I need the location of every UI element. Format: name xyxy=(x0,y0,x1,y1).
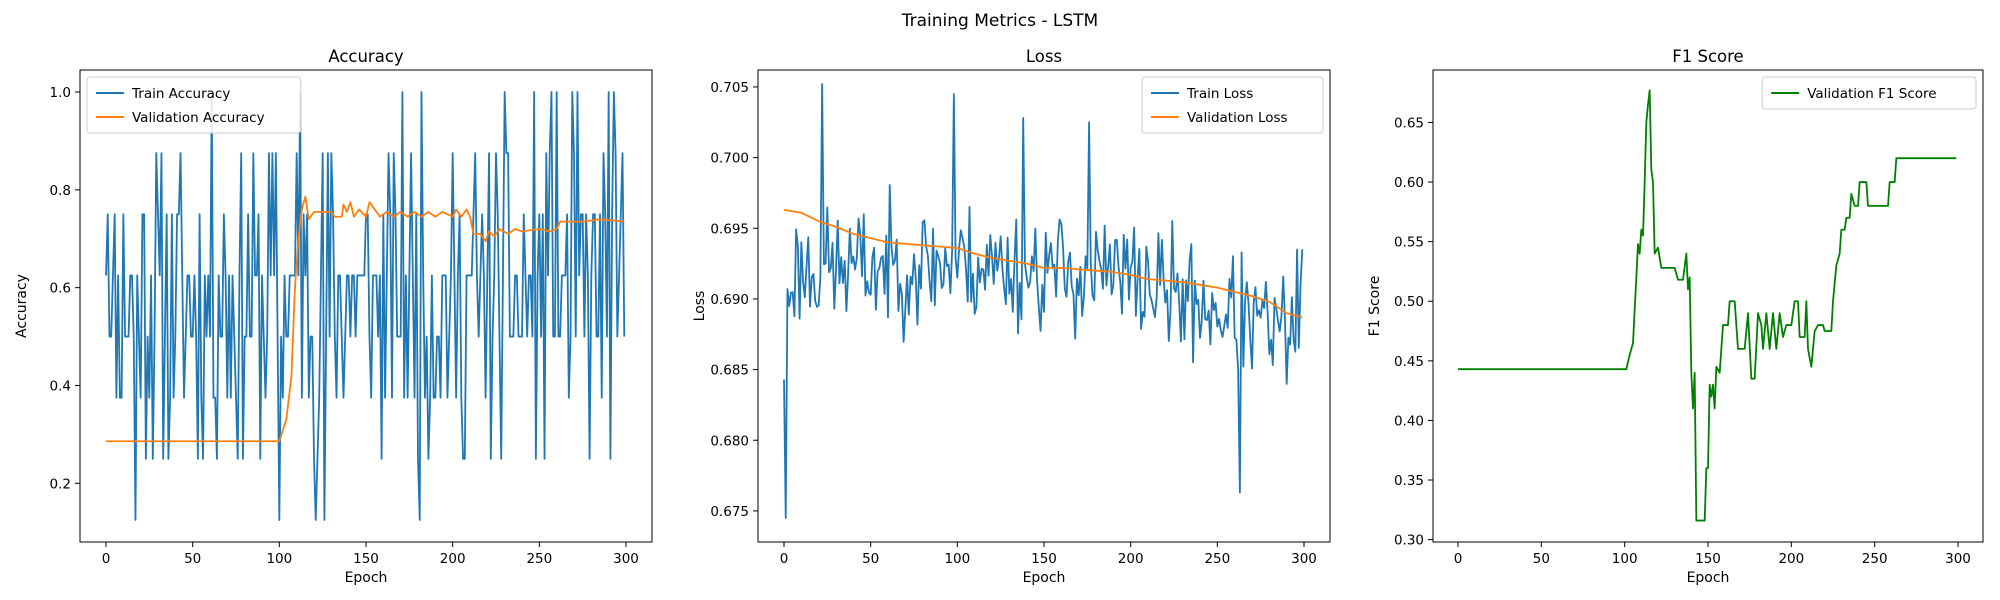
y-tick-label: 0.700 xyxy=(710,151,749,167)
y-tick-label: 0.30 xyxy=(1394,533,1424,549)
y-tick-label: 0.65 xyxy=(1394,115,1424,131)
train-accuracy-line xyxy=(105,91,626,521)
accuracy-y-axis-label: Accuracy xyxy=(14,274,30,338)
y-tick-label: 0.2 xyxy=(50,476,71,492)
y-tick-label: 0.680 xyxy=(710,433,749,449)
y-tick-label: 0.40 xyxy=(1394,413,1424,429)
x-tick-label: 250 xyxy=(526,551,552,567)
x-tick-label: 250 xyxy=(1204,551,1230,567)
x-tick-label: 100 xyxy=(266,551,292,567)
train-accuracy-legend-label: Train Accuracy xyxy=(131,86,230,102)
x-tick-label: 150 xyxy=(1031,551,1057,567)
validation-accuracy-legend-label: Validation Accuracy xyxy=(132,110,265,126)
y-tick-label: 0.50 xyxy=(1394,294,1424,310)
accuracy-title: Accuracy xyxy=(328,47,404,66)
legend-box xyxy=(1141,76,1324,134)
y-tick-label: 0.685 xyxy=(710,363,749,379)
y-tick-label: 0.4 xyxy=(50,378,71,394)
y-tick-label: 0.695 xyxy=(710,221,749,237)
y-tick-label: 0.8 xyxy=(50,183,71,199)
validation-loss-line xyxy=(783,209,1303,319)
loss-y-axis-label: Loss xyxy=(692,291,708,322)
y-tick-label: 0.60 xyxy=(1394,175,1424,191)
x-tick-label: 300 xyxy=(1291,551,1317,567)
f1-score-x-axis-label: Epoch xyxy=(1687,570,1730,586)
f1-score-legend: Validation F1 Score xyxy=(1761,76,1977,110)
x-tick-label: 50 xyxy=(862,551,879,567)
x-tick-label: 200 xyxy=(1118,551,1144,567)
train-loss-line xyxy=(783,83,1304,519)
y-tick-label: 0.705 xyxy=(710,80,749,96)
x-tick-label: 200 xyxy=(1778,551,1804,567)
loss-title: Loss xyxy=(1026,47,1062,66)
validation-f1-score-legend-label: Validation F1 Score xyxy=(1807,86,1936,102)
x-tick-label: 150 xyxy=(1695,551,1721,567)
f1-score-panel: 0 50 100 150 200 250 300 0.30 0.35 0.40 0.45 0.50 0.… xyxy=(1367,47,1984,586)
y-tick-label: 0.55 xyxy=(1394,235,1424,251)
x-tick-label: 50 xyxy=(184,551,201,567)
y-tick-label: 0.35 xyxy=(1394,473,1424,489)
validation-loss-legend-label: Validation Loss xyxy=(1187,110,1288,126)
loss-x-axis-label: Epoch xyxy=(1023,570,1066,586)
y-tick-label: 1.0 xyxy=(50,85,71,101)
y-tick-label: 0.690 xyxy=(710,292,749,308)
accuracy-panel: 0 50 100 150 200 250 300 0.2 0.4 0.6 0.8 1.0 Accurac… xyxy=(14,47,653,586)
x-tick-label: 250 xyxy=(1862,551,1888,567)
f1-score-title: F1 Score xyxy=(1672,47,1743,66)
loss-panel: 0 50 100 150 200 250 300 0.675 0.680 0.685 0.690 0.… xyxy=(692,47,1331,586)
validation-accuracy-line xyxy=(106,195,625,443)
y-tick-label: 0.45 xyxy=(1394,354,1424,370)
x-tick-label: 300 xyxy=(1945,551,1971,567)
f1-score-y-axis-label: F1 Score xyxy=(1367,276,1383,337)
y-tick-label: 0.6 xyxy=(50,281,71,297)
x-tick-label: 150 xyxy=(353,551,379,567)
train-loss-legend-label: Train Loss xyxy=(1186,86,1253,102)
x-tick-label: 50 xyxy=(1533,551,1550,567)
x-tick-label: 300 xyxy=(613,551,639,567)
x-tick-label: 100 xyxy=(1612,551,1638,567)
x-tick-label: 0 xyxy=(1454,551,1463,567)
validation-f1-score-line xyxy=(1458,89,1957,522)
legend-box xyxy=(86,76,302,134)
accuracy-legend: Train Accuracy Validation Accuracy xyxy=(86,76,302,134)
figure-suptitle: Training Metrics - LSTM xyxy=(901,11,1098,31)
x-tick-label: 100 xyxy=(944,551,970,567)
x-tick-label: 0 xyxy=(102,551,111,567)
loss-legend: Train Loss Validation Loss xyxy=(1141,76,1324,134)
y-tick-label: 0.675 xyxy=(710,504,749,520)
f1-score-plot-area xyxy=(1433,70,1983,542)
legend-box xyxy=(1761,76,1977,110)
x-tick-label: 200 xyxy=(440,551,466,567)
accuracy-x-axis-label: Epoch xyxy=(345,570,388,586)
x-tick-label: 0 xyxy=(780,551,789,567)
